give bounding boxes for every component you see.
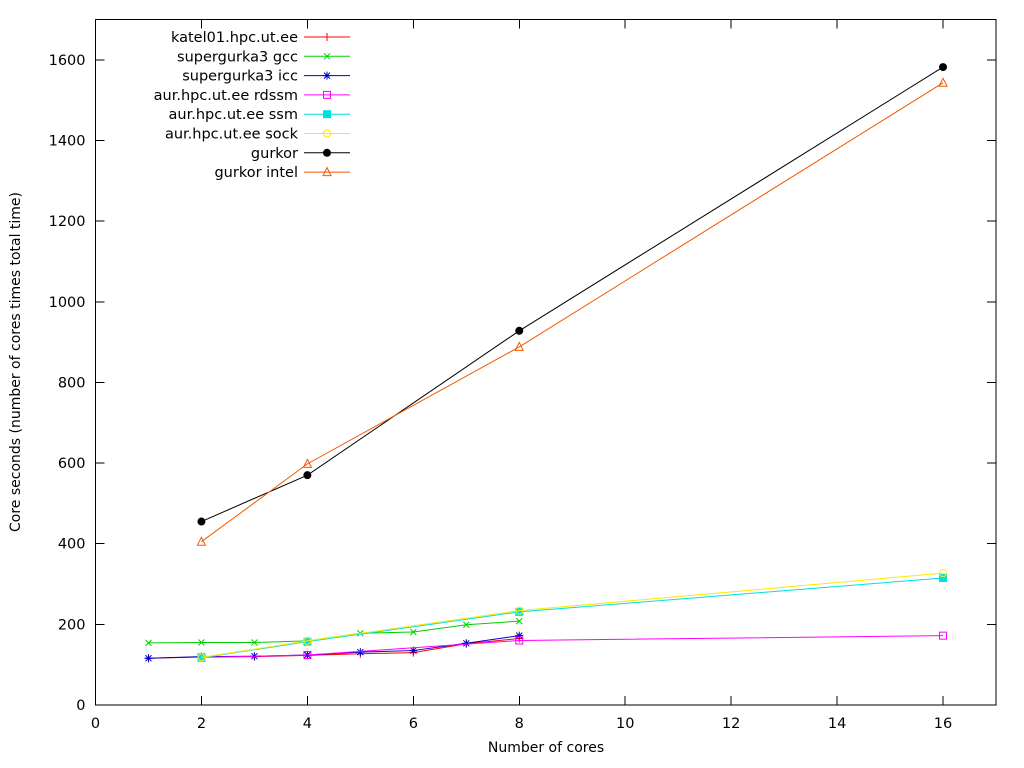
series-marker-aur-hpc-ut-ee-ssm xyxy=(515,607,524,616)
series-marker-aur-hpc-ut-ee-ssm xyxy=(939,573,948,582)
y-tick-label: 0 xyxy=(76,698,85,714)
series-marker-supergurka3-gcc xyxy=(198,639,205,646)
legend-label-aur-hpc-ut-ee-ssm: aur.hpc.ut.ee ssm xyxy=(169,107,298,123)
series-marker-aur-hpc-ut-ee-sock xyxy=(515,606,524,615)
x-tick-label: 16 xyxy=(934,716,952,732)
y-tick-label: 800 xyxy=(58,375,86,391)
plot-border xyxy=(95,19,997,706)
y-tick-label: 1000 xyxy=(49,295,86,311)
series-marker-aur-hpc-ut-ee-ssm xyxy=(303,637,312,646)
series-marker-gurkor-intel xyxy=(938,77,948,87)
series-line-gurkor-intel xyxy=(201,82,944,543)
series-marker-supergurka3-gcc xyxy=(251,639,258,646)
legend-sample-marker-gurkor-intel xyxy=(322,166,332,177)
series-marker-aur-hpc-ut-ee-ssm xyxy=(197,653,206,662)
series-marker-aur-hpc-ut-ee-sock xyxy=(197,653,206,662)
x-tick-label: 8 xyxy=(515,716,524,732)
series-line-aur-hpc-ut-ee-sock xyxy=(201,572,944,658)
series-marker-supergurka3-icc xyxy=(515,631,524,640)
legend-sample-marker-aur-hpc-ut-ee-rdssm xyxy=(323,90,331,99)
series-marker-gurkor-intel xyxy=(514,341,525,351)
legend-label-katel01-hpc-ut-ee: katel01.hpc.ut.ee xyxy=(171,30,298,46)
series-marker-supergurka3-icc xyxy=(144,654,153,663)
legend-label-gurkor: gurkor xyxy=(251,146,298,162)
series-marker-aur-hpc-ut-ee-sock xyxy=(939,569,948,578)
y-tick-label: 1200 xyxy=(49,214,86,230)
y-tick-label: 400 xyxy=(58,537,86,553)
series-marker-gurkor xyxy=(939,63,948,72)
legend-sample-marker-supergurka3-gcc xyxy=(323,52,331,60)
series-marker-supergurka3-icc xyxy=(409,646,418,655)
x-tick-label: 0 xyxy=(91,716,100,732)
x-tick-label: 2 xyxy=(197,716,206,732)
series-marker-supergurka3-gcc xyxy=(409,628,417,636)
series-marker-gurkor xyxy=(197,517,206,526)
legend-sample-marker-supergurka3-icc xyxy=(323,71,331,80)
series-marker-supergurka3-gcc xyxy=(515,617,523,625)
series-marker-gurkor xyxy=(303,471,312,480)
y-tick-label: 600 xyxy=(58,456,86,472)
plot-generated-content: 0 2 4 6 8 10 12 14 16 0 200 400 600 800 1000 1200 1400 16… xyxy=(49,19,997,732)
legend-label-supergurka3-gcc: supergurka3 gcc xyxy=(177,49,298,65)
legend-label-aur-hpc-ut-ee-rdssm: aur.hpc.ut.ee rdssm xyxy=(154,88,298,104)
series-marker-gurkor xyxy=(515,326,524,335)
legend-sample-marker-katel01-hpc-ut-ee xyxy=(323,33,331,41)
series-line-aur-hpc-ut-ee-rdssm xyxy=(201,635,944,658)
legend-sample-marker-gurkor xyxy=(323,148,331,157)
x-tick-label: 12 xyxy=(722,716,740,732)
series-marker-supergurka3-icc xyxy=(356,648,365,657)
series-marker-aur-hpc-ut-ee-rdssm xyxy=(939,631,948,640)
x-tick-label: 14 xyxy=(828,716,846,732)
series-marker-aur-hpc-ut-ee-rdssm xyxy=(303,650,312,659)
series-marker-supergurka3-icc xyxy=(462,639,471,648)
y-tick-label: 200 xyxy=(58,617,86,633)
series-line-aur-hpc-ut-ee-ssm xyxy=(201,577,944,659)
x-tick-label: 6 xyxy=(409,716,418,732)
x-axis-title: Number of cores xyxy=(488,740,604,756)
series-marker-supergurka3-gcc xyxy=(145,639,152,647)
y-tick-label: 1400 xyxy=(49,133,86,149)
series-line-gurkor xyxy=(201,66,944,522)
series-marker-gurkor-intel xyxy=(196,536,207,546)
legend-sample-marker-aur-hpc-ut-ee-ssm xyxy=(323,110,331,119)
legend-sample-marker-aur-hpc-ut-ee-sock xyxy=(323,129,331,138)
series-marker-aur-hpc-ut-ee-sock xyxy=(303,636,312,645)
x-tick-label: 4 xyxy=(303,716,312,732)
y-axis-title: Core seconds (number of cores times tota… xyxy=(8,192,24,532)
series-marker-gurkor-intel xyxy=(302,458,313,468)
y-tick-label: 1600 xyxy=(49,53,86,69)
series-marker-supergurka3-gcc xyxy=(462,621,470,629)
series-marker-aur-hpc-ut-ee-rdssm xyxy=(515,636,524,645)
legend-label-aur-hpc-ut-ee-sock: aur.hpc.ut.ee sock xyxy=(165,127,299,143)
x-tick-label: 10 xyxy=(616,716,634,732)
legend-label-gurkor-intel: gurkor intel xyxy=(214,165,298,181)
legend-label-supergurka3-icc: supergurka3 icc xyxy=(182,69,298,85)
